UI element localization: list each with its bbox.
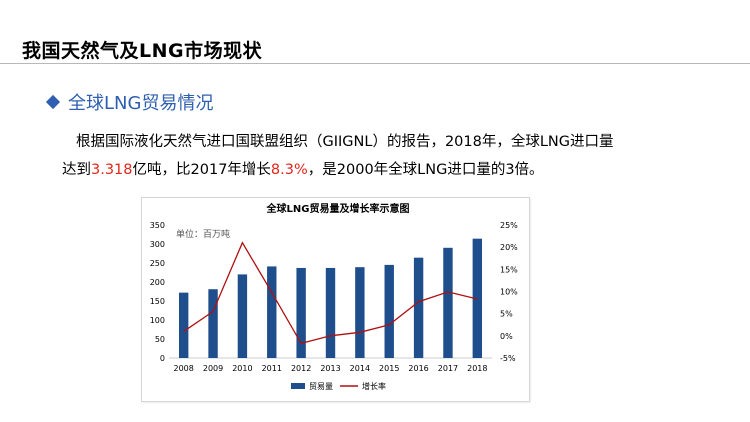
bar-2010 — [237, 274, 248, 358]
diamond-bullet-icon — [45, 94, 61, 110]
y-left-tick-label: 0 — [160, 354, 165, 363]
y-left-tick-label: 300 — [150, 240, 165, 249]
bar-2008 — [178, 292, 189, 358]
x-tick-label: 2008 — [174, 364, 194, 373]
y-left-tick-label: 350 — [150, 221, 165, 230]
section-label: 全球LNG贸易情况 — [68, 93, 214, 114]
paragraph-line-2: 达到3.318亿吨，比2017年增长8.3%，是2000年全球LNG进口量的3倍… — [62, 156, 702, 184]
paragraph-text: ，是2000年全球LNG进口量的3倍。 — [307, 162, 544, 178]
x-tick-label: 2012 — [291, 364, 311, 373]
y-right-tick-label: 10% — [500, 288, 518, 297]
body-paragraph: 根据国际液化天然气进口国联盟组织（GIIGNL）的报告，2018年，全球LNG进… — [62, 128, 702, 184]
x-tick-label: 2015 — [379, 364, 399, 373]
y-right-tick-label: 20% — [500, 243, 518, 252]
growth-rate-value: 8.3% — [270, 162, 308, 178]
paragraph-text: 达到 — [62, 162, 91, 178]
x-tick-label: 2014 — [350, 364, 370, 373]
y-right-tick-label: 5% — [500, 310, 513, 319]
chart-title: 全球LNG贸易量及增长率示意图 — [266, 202, 410, 215]
bar-2017 — [443, 247, 453, 358]
legend-label-line: 增长率 — [362, 381, 386, 391]
bar-2009 — [208, 289, 218, 358]
bar-2016 — [413, 257, 424, 358]
lng-trade-chart: 全球LNG贸易量及增长率示意图 单位：百万吨 2008 2009 2010 2011 2… — [150, 202, 518, 391]
x-tick-label: 2009 — [203, 364, 223, 373]
x-tick-label: 2013 — [320, 364, 340, 373]
section-heading: 全球LNG贸易情况 — [45, 89, 214, 115]
x-tick-label: 2016 — [408, 364, 428, 373]
slide-title: 我国天然气及LNG市场现状 — [22, 40, 263, 62]
unit-note: 单位：百万吨 — [176, 228, 230, 240]
y-right-tick-label: 0% — [500, 332, 513, 341]
y-left-tick-label: 200 — [150, 278, 165, 287]
bar-2011 — [267, 266, 277, 358]
bar-2014 — [355, 267, 365, 358]
x-tick-label: 2010 — [232, 364, 252, 373]
bar-2013 — [325, 267, 336, 358]
y-right-tick-label: 15% — [500, 265, 518, 274]
y-left-tick-label: 100 — [150, 316, 165, 325]
paragraph-text: 亿吨，比2017年增长 — [132, 162, 271, 178]
bar-2015 — [384, 264, 394, 358]
chart-panel: 全球LNG贸易量及增长率示意图 单位：百万吨 2008 2009 2010 2011 2… — [141, 197, 530, 402]
legend-swatch-bar — [291, 383, 305, 389]
x-tick-label: 2018 — [467, 364, 487, 373]
import-volume-value: 3.318 — [91, 162, 133, 178]
paragraph-line-1: 根据国际液化天然气进口国联盟组织（GIIGNL）的报告，2018年，全球LNG进… — [76, 134, 614, 150]
y-right-tick-label: 25% — [500, 221, 518, 230]
y-right-tick-label: -5% — [500, 354, 516, 363]
y-left-tick-label: 50 — [155, 335, 165, 344]
growth-rate-line — [183, 241, 478, 345]
bar-2012 — [296, 267, 306, 358]
x-tick-label: 2011 — [262, 364, 282, 373]
chart-legend: 贸易量 增长率 — [291, 381, 386, 391]
y-left-tick-label: 250 — [150, 259, 165, 268]
legend-label-bar: 贸易量 — [309, 381, 333, 391]
x-tick-label: 2017 — [438, 364, 458, 373]
title-divider — [0, 63, 750, 64]
y-left-tick-label: 150 — [150, 297, 165, 306]
